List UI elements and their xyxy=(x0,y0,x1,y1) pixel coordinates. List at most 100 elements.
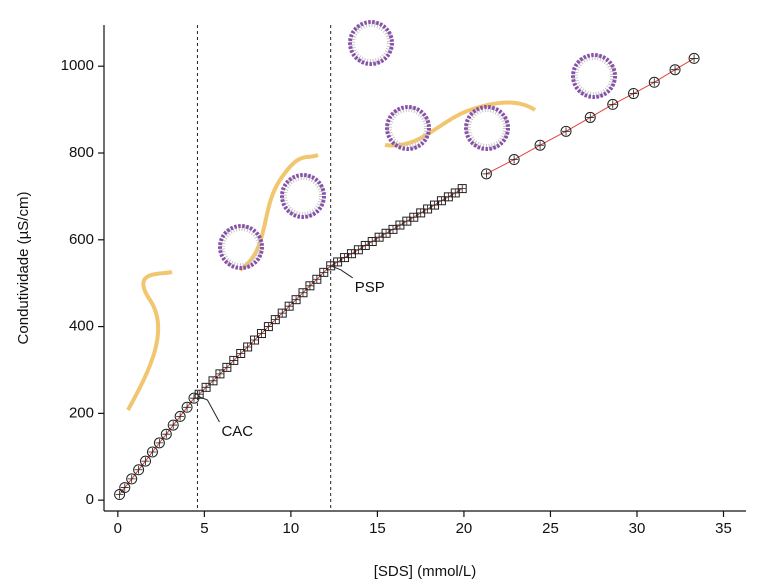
point xyxy=(114,489,126,501)
point xyxy=(181,401,193,413)
point-cross xyxy=(250,336,259,345)
point-marker xyxy=(146,446,158,458)
x-tick-label: 10 xyxy=(283,520,300,537)
y-tick-label: 1000 xyxy=(61,57,94,74)
point xyxy=(648,76,660,88)
point xyxy=(133,464,145,476)
point xyxy=(270,315,280,325)
fit-line xyxy=(119,397,195,495)
point-cross xyxy=(236,349,245,358)
point xyxy=(291,295,301,305)
point xyxy=(146,446,158,458)
point-cross xyxy=(115,490,124,499)
point-marker xyxy=(669,64,681,76)
point xyxy=(457,184,467,194)
point xyxy=(194,389,204,399)
point-cross xyxy=(195,390,204,399)
point-marker xyxy=(628,88,640,100)
point-marker xyxy=(114,489,126,501)
y-tick-label: 200 xyxy=(69,404,94,421)
point xyxy=(229,355,239,365)
point-cross xyxy=(458,184,467,193)
point-cross xyxy=(222,363,231,372)
point-marker xyxy=(119,482,131,494)
point-cross xyxy=(536,141,545,150)
point xyxy=(256,329,266,339)
leader-line xyxy=(330,265,353,279)
point-marker xyxy=(140,455,152,467)
point-cross xyxy=(312,275,321,284)
point xyxy=(298,288,308,298)
point-cross xyxy=(690,54,699,63)
point xyxy=(208,376,218,386)
point xyxy=(312,274,322,284)
x-tick-label: 0 xyxy=(114,520,122,537)
point xyxy=(140,455,152,467)
point xyxy=(201,382,211,392)
point-cross xyxy=(183,403,192,412)
decoration xyxy=(126,22,615,411)
x-tick-label: 20 xyxy=(456,520,473,537)
point-marker xyxy=(160,428,172,440)
point xyxy=(688,52,700,64)
point-cross xyxy=(299,288,308,297)
point-marker xyxy=(167,419,179,431)
point xyxy=(628,88,640,100)
point-marker xyxy=(534,139,546,151)
point-cross xyxy=(134,465,143,474)
point xyxy=(250,335,260,345)
point xyxy=(160,428,172,440)
point-marker xyxy=(480,168,492,180)
point-cross xyxy=(271,315,280,324)
point-cross xyxy=(650,78,659,87)
point-marker xyxy=(607,98,619,110)
point-cross xyxy=(285,302,294,311)
point xyxy=(560,125,572,137)
annotation-label: PSP xyxy=(355,279,385,296)
point-cross xyxy=(120,483,129,492)
x-tick-label: 5 xyxy=(200,520,208,537)
point-cross xyxy=(586,113,595,122)
point-marker xyxy=(181,401,193,413)
leader-line xyxy=(197,395,220,423)
point-cross xyxy=(215,369,224,378)
point xyxy=(534,139,546,151)
point-cross xyxy=(176,412,185,421)
point-cross xyxy=(482,169,491,178)
y-tick-label: 0 xyxy=(86,491,94,508)
point xyxy=(236,348,246,358)
point-cross xyxy=(202,383,211,392)
point-cross xyxy=(292,295,301,304)
point-cross xyxy=(319,268,328,277)
point-cross xyxy=(209,376,218,385)
point xyxy=(126,473,138,485)
annotation-label: CAC xyxy=(221,423,253,440)
x-tick-label: 35 xyxy=(715,520,732,537)
fit-line xyxy=(486,57,695,175)
point-marker xyxy=(560,125,572,137)
x-tick-label: 30 xyxy=(629,520,646,537)
point-marker xyxy=(126,473,138,485)
point xyxy=(305,281,315,291)
x-axis-label: [SDS] (mmol/L) xyxy=(374,563,477,580)
point-marker xyxy=(508,154,520,166)
point-marker xyxy=(133,464,145,476)
point-cross xyxy=(127,474,136,483)
point xyxy=(319,267,329,277)
point xyxy=(174,410,186,422)
point-cross xyxy=(257,329,266,338)
y-tick-label: 600 xyxy=(69,231,94,248)
point-cross xyxy=(608,100,617,109)
point-cross xyxy=(229,356,238,365)
point-cross xyxy=(305,281,314,290)
point xyxy=(263,322,273,332)
point-cross xyxy=(141,457,150,466)
point xyxy=(669,64,681,76)
point-cross xyxy=(155,438,164,447)
point-marker xyxy=(648,76,660,88)
point-cross xyxy=(169,421,178,430)
point-cross xyxy=(278,309,287,318)
point-marker xyxy=(584,111,596,123)
point xyxy=(119,482,131,494)
point-cross xyxy=(148,447,157,456)
